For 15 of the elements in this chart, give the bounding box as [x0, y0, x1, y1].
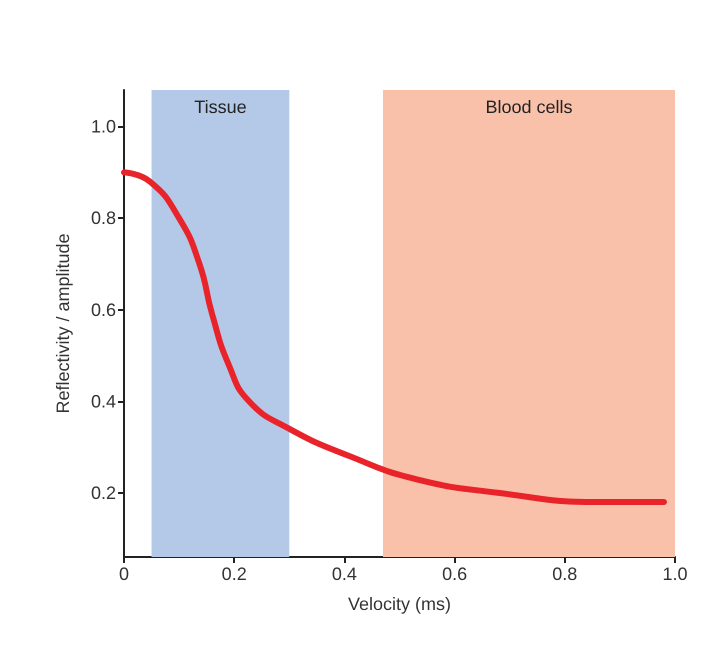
y-tick-label: 0.6 — [90, 300, 116, 320]
x-tick-label: 0.4 — [332, 564, 357, 584]
y-axis-title: Reflectivity / amplitude — [53, 233, 73, 414]
x-tick-label: 0.8 — [552, 564, 578, 584]
y-tick-label: 0.8 — [90, 208, 116, 228]
x-tick-label: 0 — [118, 564, 130, 584]
y-tick-label: 1.0 — [90, 116, 116, 137]
x-tick-label: 1.0 — [662, 564, 688, 584]
y-tick-label: 0.2 — [90, 482, 116, 503]
x-axis-title: Velocity (ms) — [348, 594, 452, 614]
y-tick-label: 0.4 — [90, 391, 116, 412]
x-tick-label: 0.6 — [442, 564, 468, 584]
band-label: Tissue — [194, 97, 247, 117]
band-label: Blood cells — [485, 97, 573, 117]
x-tick-label: 0.2 — [222, 564, 247, 584]
